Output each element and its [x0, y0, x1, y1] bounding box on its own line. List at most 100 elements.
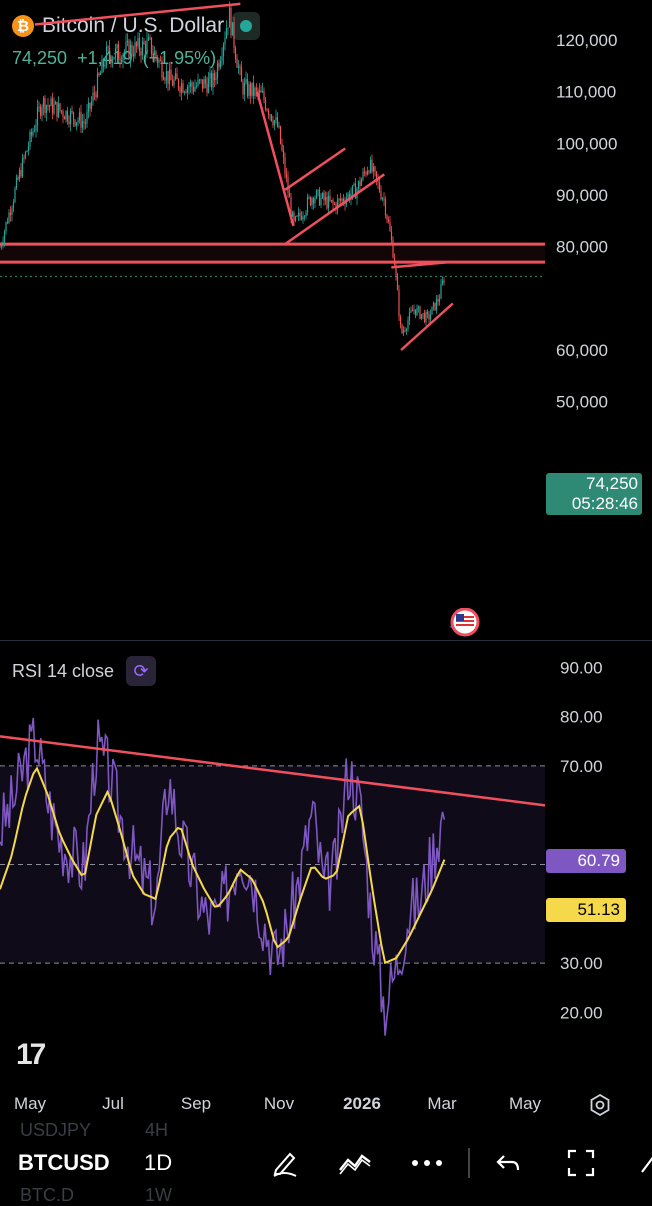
candle-body [401, 324, 403, 334]
candle-body [219, 60, 222, 68]
time-label: Sep [180, 1094, 212, 1113]
candle-body [69, 110, 72, 125]
candle-body [131, 44, 133, 55]
symbol-selector[interactable]: BTCUSD [18, 1150, 110, 1175]
candle-body [228, 7, 231, 28]
candle-body [300, 216, 303, 220]
candle-body [105, 46, 108, 65]
rsi-axis-label: 80.00 [560, 708, 603, 727]
economic-event-icon[interactable]: ✦ [448, 607, 482, 638]
candle-body [2, 241, 4, 245]
fullscreen-icon[interactable] [564, 1146, 598, 1180]
time-axis[interactable]: May Jul Sep Nov 2026 Mar May [0, 1088, 652, 1124]
indicators-icon[interactable] [338, 1146, 372, 1180]
candle-body [419, 306, 421, 319]
price-axis-label: 60,000 [556, 341, 608, 360]
candle-body [113, 57, 115, 60]
candle-body [420, 314, 423, 319]
trendline [34, 2, 241, 26]
drawing-tool-icon[interactable] [268, 1146, 302, 1180]
candle-body [8, 212, 10, 224]
candle-body [212, 73, 214, 88]
candle-body [191, 82, 193, 88]
candle-body [38, 106, 40, 108]
more-options-icon[interactable] [410, 1146, 444, 1180]
market-status-icon[interactable] [232, 12, 261, 40]
candle-body [167, 70, 169, 84]
candle-body [116, 44, 118, 49]
candle-body [207, 78, 210, 93]
settings-icon[interactable] [588, 1093, 612, 1117]
candle-body [269, 114, 271, 116]
candle-body [309, 197, 312, 206]
candle-body [0, 244, 3, 247]
rsi-chart-panel[interactable]: 100.0090.0080.0070.0050.0040.0030.0020.0… [0, 609, 652, 1086]
candle-body [222, 44, 225, 57]
pane-separator[interactable] [0, 640, 652, 641]
edit-icon[interactable] [630, 1146, 652, 1180]
candle-body [276, 117, 279, 127]
candle-body [440, 284, 442, 299]
candle-body [365, 172, 367, 175]
candle-body [299, 212, 301, 217]
candle-body [387, 219, 390, 223]
candle-body [395, 265, 397, 276]
candle-body [351, 185, 354, 195]
candle-body [288, 192, 291, 198]
candle-body [98, 73, 100, 75]
candle-body [210, 72, 213, 88]
candle-body [90, 101, 93, 109]
candle-body [363, 171, 366, 173]
rsi-axis-label: 70.00 [560, 757, 603, 776]
time-label: Nov [263, 1094, 295, 1113]
candle-body [366, 171, 369, 175]
rsi-chart[interactable]: 100.0090.0080.0070.0050.0040.0030.0020.0… [0, 609, 652, 1086]
candle-body [218, 63, 220, 68]
candle-body [74, 119, 76, 126]
candle-body [405, 329, 408, 331]
timeframe-selector[interactable]: 1D [144, 1150, 173, 1175]
candle-body [168, 69, 171, 84]
price-chart[interactable]: 160,000150,000140,000130,000120,000110,0… [0, 0, 652, 640]
candle-body [227, 27, 229, 29]
candle-body [197, 79, 199, 86]
candle-body [377, 178, 379, 183]
candle-body [137, 37, 139, 47]
candle-body [275, 117, 277, 121]
rsi-indicator-header[interactable]: RSI 14 close ⟳ [12, 656, 157, 686]
candle-body [101, 59, 103, 74]
candle-body [230, 7, 232, 36]
candle-body [159, 60, 162, 62]
candle-body [287, 177, 289, 193]
candle-body [147, 37, 150, 41]
candle-body [321, 192, 324, 198]
candle-body [72, 112, 75, 120]
candle-body [221, 56, 223, 61]
candle-body [425, 312, 427, 323]
undo-icon[interactable] [492, 1146, 526, 1180]
candle-body [231, 22, 234, 36]
time-label: Jul [102, 1094, 124, 1113]
candle-body [317, 189, 319, 191]
candle-body [267, 110, 270, 115]
candle-body [243, 82, 246, 95]
candle-body [114, 48, 117, 58]
candle-body [126, 40, 129, 43]
candle-body [30, 131, 33, 136]
price-chart-panel[interactable]: 160,000150,000140,000130,000120,000110,0… [0, 0, 652, 640]
candle-body [381, 198, 384, 200]
candle-body [426, 312, 429, 315]
candle-body [378, 182, 381, 192]
trendline [255, 91, 295, 227]
candle-body [384, 199, 387, 215]
candle-body [359, 181, 361, 186]
tradingview-logo[interactable]: 17 [16, 1038, 46, 1071]
refresh-icon[interactable]: ⟳ [126, 656, 157, 686]
candle-body [263, 91, 265, 101]
candle-body [3, 231, 6, 242]
candle-body [234, 47, 237, 59]
candle-body [224, 38, 226, 45]
candle-body [248, 84, 250, 96]
candle-body [206, 83, 208, 93]
candle-body [33, 130, 36, 132]
